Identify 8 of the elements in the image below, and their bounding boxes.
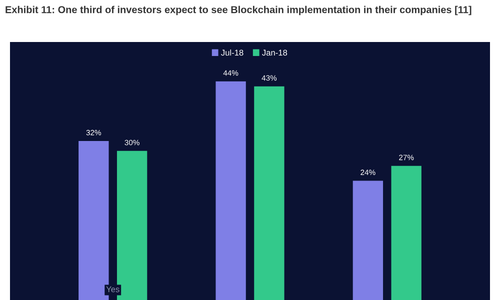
legend-label: Jan-18: [262, 50, 288, 56]
chart-title: Exhibit 11: One third of investors expect to see Blockchain implementation in their companies [11]: [6, 6, 472, 16]
bar: [391, 166, 422, 300]
x-tick-label: Yes: [106, 286, 120, 292]
bar: [254, 86, 284, 300]
legend-label: Jul-18: [221, 50, 244, 56]
bar: [352, 180, 384, 300]
bar: [216, 81, 246, 300]
